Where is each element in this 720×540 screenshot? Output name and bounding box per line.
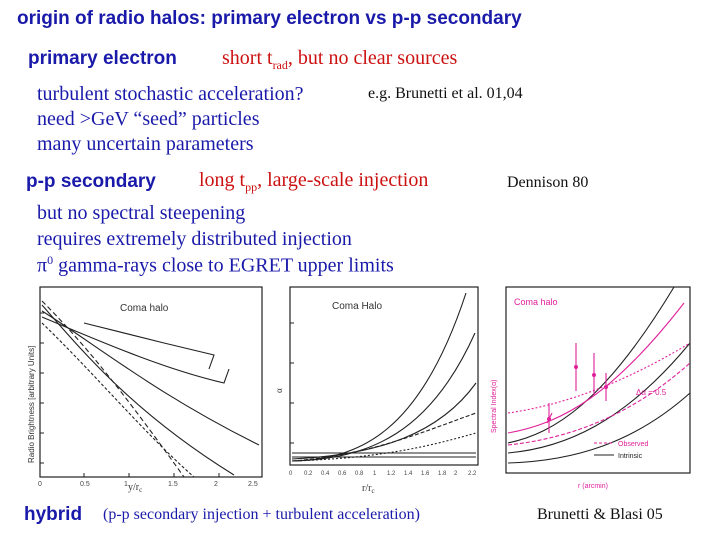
middle-xtick-11: 2.2 [468,471,477,477]
pi-superscript: 0 [47,253,54,267]
left-xtick-3: 1.5 [168,481,178,488]
primary-claim: short trad, but no clear sources [222,47,457,73]
middle-plot-xlabel-text: r/r [362,483,372,494]
primary-claim-prefix: short t [222,47,273,69]
left-plot-ylabel: Radio Brightness [arbitrary Units] [27,346,36,463]
middle-xtick-7: 1.4 [404,471,413,477]
left-xtick-1: 0.5 [80,481,90,488]
right-plot-annotation: Δα = 0.5 [636,388,667,397]
primary-bullet-turbulent: turbulent stochastic acceleration? [37,83,304,105]
primary-bullet-seed: need >GeV “seed” particles [37,108,260,130]
primary-claim-sub: rad [272,58,288,72]
middle-plot-xlabel-sub: c [371,487,374,495]
figure-radio-brightness: Coma halo Radio Brightness [arbitrary Un… [24,283,268,495]
pi-symbol: π [37,254,48,277]
middle-plot-xlabel: r/rc [362,483,375,495]
secondary-bullet-distributed: requires extremely distributed injection [37,228,352,250]
left-xtick-5: 2.5 [248,481,258,488]
secondary-bullet-steepening: but no spectral steepening [37,202,246,224]
secondary-bullet-gamma: π0 gamma-rays close to EGRET upper limit… [37,253,394,278]
middle-xtick-9: 1.8 [438,471,447,477]
slide-title: origin of radio halos: primary electron … [17,8,522,29]
middle-xtick-2: 0.4 [321,471,330,477]
right-legend-observed: Observed [618,441,648,448]
gamma-text: gamma-rays close to EGRET upper limits [53,254,394,277]
secondary-claim-suffix: , large-scale injection [257,169,429,191]
middle-xtick-1: 0.2 [304,471,313,477]
secondary-ref: Dennison 80 [507,174,589,191]
hybrid-heading: hybrid [24,504,83,525]
left-plot-xlabel-text: y/r [128,482,140,493]
secondary-claim: long tpp, large-scale injection [199,169,428,195]
middle-xtick-10: 2 [454,471,458,477]
left-plot-xlabel-sub: c [139,486,142,494]
radio-brightness-plot: Coma halo Radio Brightness [arbitrary Un… [27,286,263,494]
left-plot-label: Coma halo [120,303,169,314]
spectral-index-model-plot: Coma Halo α r/rc 0 0.2 0.4 0.6 0.8 1 1.2… [274,286,479,495]
middle-xtick-5: 1 [373,471,377,477]
primary-electron-heading: primary electron [28,48,177,69]
primary-bullet-uncertain: many uncertain parameters [37,133,254,155]
middle-xtick-8: 1.6 [421,471,430,477]
secondary-claim-prefix: long t [199,169,246,191]
right-legend-intrinsic: Intrinsic [618,453,643,460]
middle-xtick-4: 0.8 [355,471,364,477]
primary-claim-suffix: , but no clear sources [287,47,458,69]
middle-xtick-6: 1.2 [387,471,396,477]
hybrid-ref: Brunetti & Blasi 05 [537,506,663,523]
figure-spectral-index-model: Coma Halo α r/rc 0 0.2 0.4 0.6 0.8 1 1.2… [270,283,482,495]
left-plot-xlabel: y/rc [128,482,142,494]
middle-xtick-0: 0 [289,471,293,477]
hybrid-detail: (p-p secondary injection + turbulent acc… [103,506,420,523]
left-xtick-4: 2 [214,481,218,488]
secondary-claim-sub: pp [245,180,258,194]
middle-plot-label: Coma Halo [332,301,382,312]
right-plot-xlabel: r (arcmin) [578,483,608,490]
pp-secondary-heading: p-p secondary [26,171,156,192]
right-plot-label: Coma halo [514,297,558,307]
figure-spectral-index-observed: Coma halo Δα = 0.5 Spectral Index(α) Obs… [484,283,694,495]
middle-xtick-3: 0.6 [338,471,347,477]
left-xtick-0: 0 [38,481,42,488]
middle-plot-ylabel: α [274,388,284,393]
left-xtick-2: 1 [124,481,128,488]
primary-bullet-ref: e.g. Brunetti et al. 01,04 [368,85,523,102]
right-plot-ylabel: Spectral Index(α) [491,380,498,433]
spectral-index-observed-plot: Coma halo Δα = 0.5 Spectral Index(α) Obs… [491,286,691,490]
